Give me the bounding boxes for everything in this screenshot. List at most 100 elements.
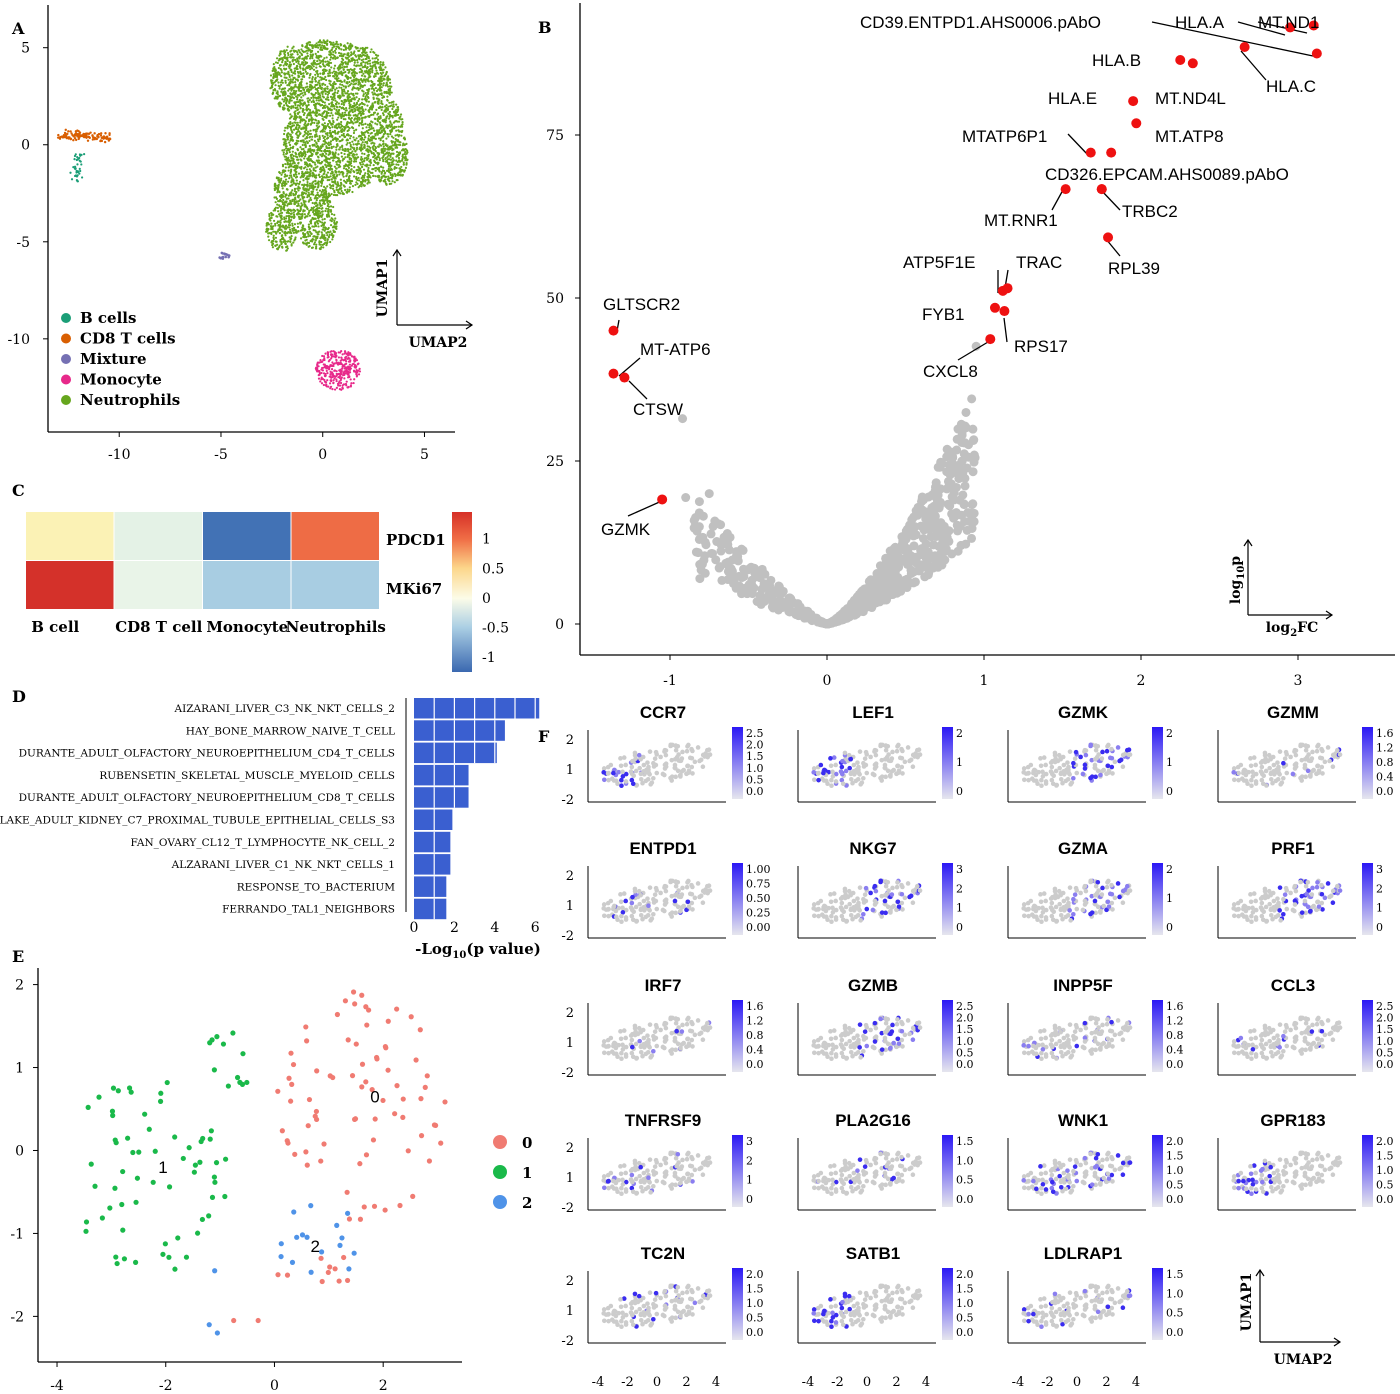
a-neutrophil-point: [404, 166, 408, 170]
a-neutrophil-point: [299, 106, 302, 110]
a-neutrophil-point: [335, 146, 338, 149]
a-neutrophil-point: [315, 99, 318, 102]
a-neutrophil-point: [372, 163, 375, 167]
a-neutrophil-point: [300, 167, 303, 170]
a-monocyte-point: [323, 374, 326, 377]
a-neutrophil-point: [311, 143, 314, 147]
a-neutrophil-point: [367, 60, 370, 63]
a-neutrophil-point: [351, 88, 354, 91]
a-neutrophil-point: [379, 137, 382, 140]
a-neutrophil-point: [314, 77, 317, 80]
a-neutrophil-point: [299, 198, 302, 201]
a-neutrophil-point: [333, 83, 337, 86]
a-neutrophil-point: [345, 107, 348, 110]
a-neutrophil-point: [356, 156, 360, 159]
a-neutrophil-point: [353, 86, 356, 90]
a-legend-swatch: [61, 374, 71, 385]
a-neutrophil-point: [282, 100, 286, 103]
a-neutrophil-point: [309, 114, 313, 117]
a-neutrophil-point: [366, 131, 370, 134]
a-neutrophil-point: [316, 186, 320, 189]
a-neutrophil-point: [315, 247, 318, 250]
a-neutrophil-point: [355, 169, 358, 172]
a-bcell-point: [75, 175, 79, 178]
a-neutrophil-point: [322, 77, 325, 80]
a-neutrophil-point: [272, 73, 275, 76]
a-neutrophil-point: [385, 124, 388, 127]
a-neutrophil-point: [321, 114, 324, 118]
a-neutrophil-point: [290, 176, 293, 179]
a-neutrophil-point: [313, 135, 317, 138]
a-neutrophil-point: [292, 124, 296, 127]
a-neutrophil-point: [376, 161, 379, 164]
a-neutrophil-point: [308, 43, 311, 47]
a-neutrophil-point: [378, 170, 381, 173]
a-monocyte-point: [316, 362, 319, 365]
a-bcell-point: [83, 153, 86, 156]
a-neutrophil-point: [302, 231, 305, 235]
a-neutrophil-point: [383, 130, 387, 133]
a-neutrophil-point: [360, 71, 363, 74]
a-neutrophil-point: [337, 72, 340, 75]
a-neutrophil-point: [340, 52, 343, 55]
a-neutrophil-point: [372, 82, 375, 86]
a-neutrophil-point: [296, 121, 299, 124]
a-neutrophil-point: [288, 177, 291, 180]
a-neutrophil-point: [281, 106, 284, 109]
a-neutrophil-point: [326, 90, 329, 94]
a-neutrophil-point: [314, 130, 318, 133]
a-neutrophil-point: [362, 93, 365, 96]
a-neutrophil-point: [272, 219, 276, 222]
a-neutrophil-point: [395, 129, 398, 132]
a-neutrophil-point: [332, 75, 335, 78]
a-neutrophil-point: [327, 176, 330, 179]
a-neutrophil-point: [393, 172, 396, 175]
a-neutrophil-point: [337, 51, 341, 55]
a-neutrophil-point: [363, 152, 366, 156]
a-neutrophil-point: [367, 166, 370, 170]
a-neutrophil-point: [313, 104, 317, 108]
a-neutrophil-point: [374, 137, 377, 140]
a-monocyte-point: [335, 370, 338, 373]
a-x-tick-label: 0: [318, 447, 327, 463]
a-neutrophil-point: [326, 238, 329, 241]
a-neutrophil-point: [387, 167, 390, 170]
a-neutrophil-point: [345, 191, 349, 194]
a-neutrophil-point: [285, 76, 288, 79]
a-monocyte-point: [328, 358, 331, 362]
a-monocyte-point: [346, 367, 350, 370]
a-neutrophil-point: [379, 71, 382, 75]
a-neutrophil-point: [311, 53, 315, 56]
a-neutrophil-point: [290, 86, 293, 89]
a-neutrophil-point: [351, 57, 354, 60]
a-neutrophil-point: [309, 174, 312, 177]
a-neutrophil-point: [334, 154, 337, 158]
a-neutrophil-point: [328, 215, 331, 218]
a-cd8-point: [78, 132, 81, 136]
a-y-tick-label: -5: [16, 235, 30, 251]
a-neutrophil-point: [282, 153, 285, 156]
a-neutrophil-point: [303, 189, 306, 192]
a-neutrophil-point: [304, 200, 307, 203]
a-neutrophil-point: [378, 159, 381, 162]
a-neutrophil-point: [392, 136, 395, 139]
a-monocyte-point: [346, 357, 349, 361]
a-neutrophil-point: [288, 95, 291, 98]
a-neutrophil-point: [360, 155, 363, 159]
a-neutrophil-point: [349, 105, 352, 108]
a-bcell-point: [79, 169, 82, 173]
a-neutrophil-point: [319, 46, 323, 49]
a-monocyte-point: [319, 380, 322, 383]
a-neutrophil-point: [387, 169, 390, 172]
a-neutrophil-point: [337, 190, 340, 194]
a-neutrophil-point: [328, 114, 332, 117]
a-neutrophil-point: [297, 186, 300, 189]
a-neutrophil-point: [328, 161, 332, 164]
a-neutrophil-point: [281, 171, 284, 174]
a-neutrophil-point: [357, 124, 361, 127]
a-neutrophil-point: [331, 138, 334, 142]
a-monocyte-point: [334, 375, 337, 378]
a-neutrophil-point: [364, 108, 367, 111]
a-neutrophil-point: [319, 204, 322, 207]
a-neutrophil-point: [359, 84, 363, 87]
